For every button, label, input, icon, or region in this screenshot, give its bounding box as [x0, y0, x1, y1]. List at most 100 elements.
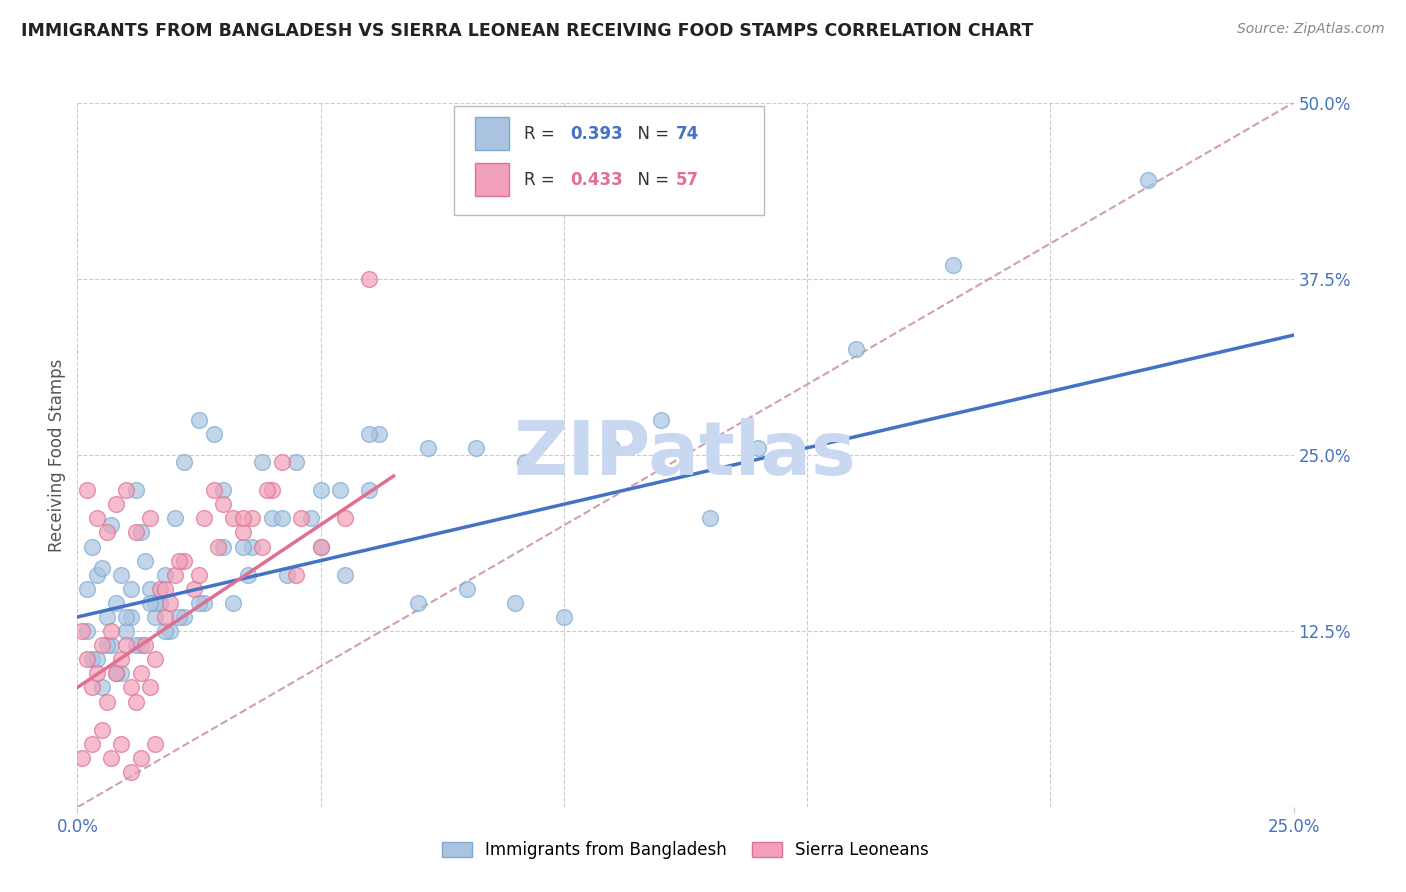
Point	[602, 441, 624, 455]
FancyBboxPatch shape	[475, 117, 509, 151]
Point	[115, 638, 138, 652]
Point	[80, 652, 103, 666]
Point	[139, 582, 162, 596]
Point	[153, 582, 176, 596]
Text: IMMIGRANTS FROM BANGLADESH VS SIERRA LEONEAN RECEIVING FOOD STAMPS CORRELATION C: IMMIGRANTS FROM BANGLADESH VS SIERRA LEO…	[21, 22, 1033, 40]
Text: N =: N =	[627, 170, 675, 188]
Point	[120, 681, 142, 695]
Text: R =: R =	[523, 170, 560, 188]
Point	[368, 426, 391, 441]
Point	[276, 567, 298, 582]
Point	[115, 624, 138, 639]
Point	[416, 441, 439, 455]
Text: 57: 57	[676, 170, 699, 188]
Point	[250, 455, 273, 469]
Point	[110, 652, 132, 666]
Y-axis label: Receiving Food Stamps: Receiving Food Stamps	[48, 359, 66, 551]
Point	[143, 610, 166, 624]
Point	[120, 765, 142, 780]
Point	[125, 483, 148, 498]
Point	[96, 638, 118, 652]
Point	[100, 638, 122, 652]
Point	[159, 596, 181, 610]
Point	[173, 553, 195, 568]
Point	[115, 483, 138, 498]
Text: 0.433: 0.433	[569, 170, 623, 188]
Point	[80, 540, 103, 554]
Point	[70, 624, 93, 639]
Point	[90, 638, 112, 652]
Point	[76, 582, 98, 596]
Legend: Immigrants from Bangladesh, Sierra Leoneans: Immigrants from Bangladesh, Sierra Leone…	[436, 835, 935, 866]
Point	[256, 483, 278, 498]
Point	[290, 511, 312, 525]
Point	[212, 483, 235, 498]
Point	[96, 525, 118, 540]
Point	[250, 540, 273, 554]
Point	[169, 553, 191, 568]
Point	[90, 723, 112, 737]
Point	[159, 624, 181, 639]
Point	[747, 441, 769, 455]
Point	[110, 567, 132, 582]
Point	[163, 567, 186, 582]
Point	[285, 455, 308, 469]
Point	[553, 610, 575, 624]
Point	[105, 666, 128, 681]
Point	[650, 412, 672, 427]
Point	[96, 610, 118, 624]
Point	[270, 511, 292, 525]
Point	[105, 497, 128, 511]
Point	[105, 666, 128, 681]
Point	[188, 596, 211, 610]
Point	[236, 567, 259, 582]
Point	[153, 624, 176, 639]
Point	[359, 271, 381, 285]
Point	[188, 412, 211, 427]
Point	[212, 540, 235, 554]
Point	[134, 553, 156, 568]
Point	[153, 567, 176, 582]
Point	[163, 511, 186, 525]
Point	[299, 511, 322, 525]
Point	[80, 681, 103, 695]
Point	[76, 624, 98, 639]
Point	[193, 511, 215, 525]
Point	[242, 511, 264, 525]
Point	[242, 540, 264, 554]
Point	[149, 596, 172, 610]
Point	[359, 483, 381, 498]
Point	[202, 483, 225, 498]
Point	[86, 567, 108, 582]
Point	[202, 426, 225, 441]
Point	[456, 582, 478, 596]
Point	[110, 666, 132, 681]
Point	[153, 610, 176, 624]
Point	[285, 567, 308, 582]
Point	[125, 638, 148, 652]
Point	[139, 596, 162, 610]
Point	[173, 610, 195, 624]
Point	[173, 455, 195, 469]
FancyBboxPatch shape	[454, 106, 765, 215]
Point	[699, 511, 721, 525]
Point	[96, 695, 118, 709]
Point	[309, 540, 332, 554]
Point	[845, 343, 868, 357]
Point	[80, 737, 103, 751]
Point	[70, 751, 93, 765]
Point	[270, 455, 292, 469]
Point	[139, 681, 162, 695]
Point	[513, 455, 536, 469]
Point	[232, 511, 254, 525]
Point	[100, 751, 122, 765]
Point	[86, 666, 108, 681]
Point	[125, 695, 148, 709]
Point	[139, 511, 162, 525]
Point	[149, 582, 172, 596]
Point	[100, 624, 122, 639]
Text: Source: ZipAtlas.com: Source: ZipAtlas.com	[1237, 22, 1385, 37]
Point	[129, 525, 152, 540]
Point	[260, 511, 283, 525]
Point	[222, 511, 245, 525]
